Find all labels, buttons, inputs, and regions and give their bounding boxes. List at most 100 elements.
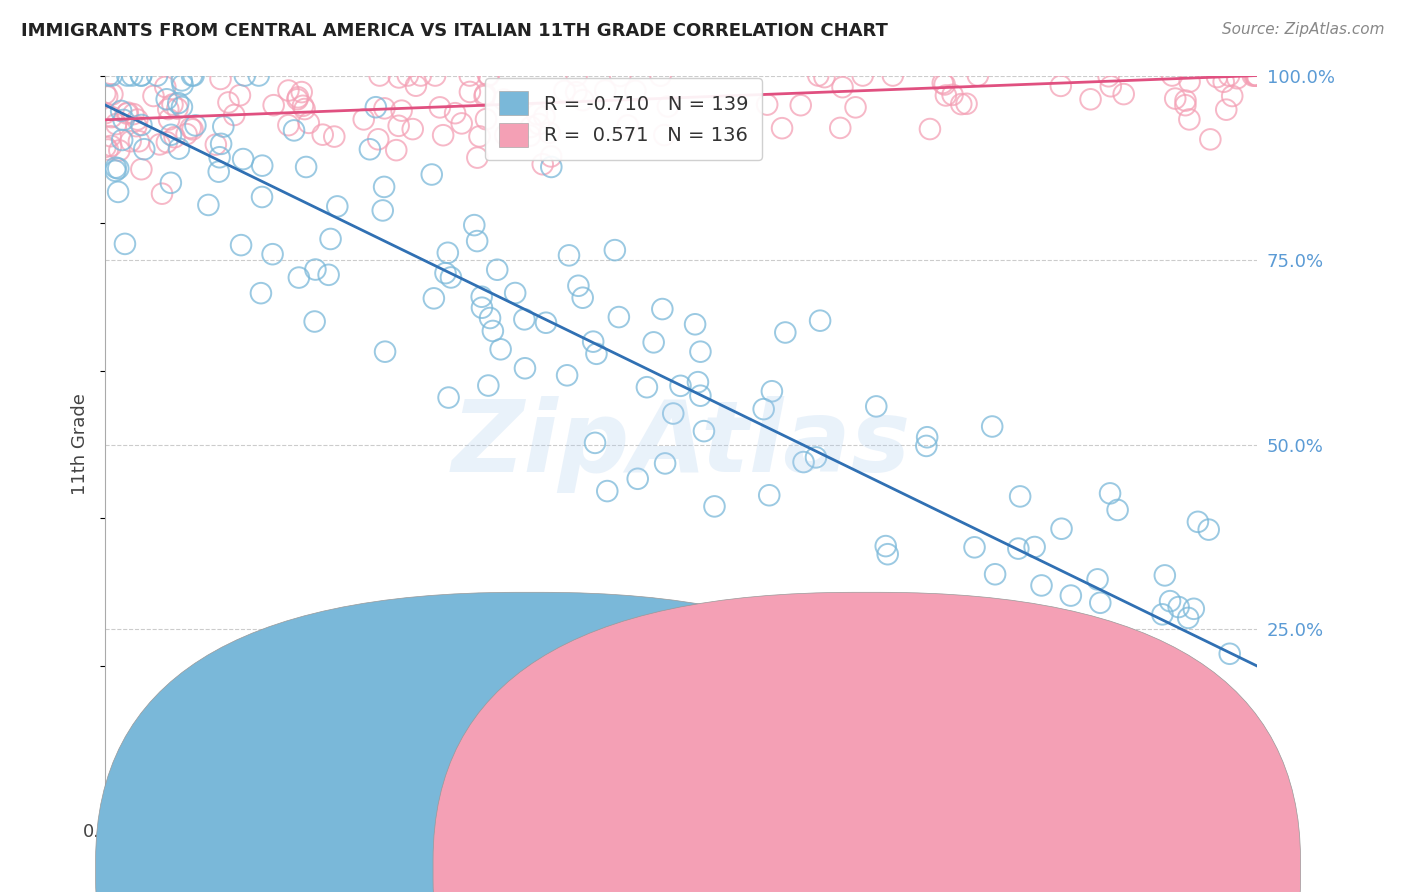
Point	[627, 472, 650, 486]
Point	[693, 424, 716, 438]
Point	[565, 86, 588, 100]
Point	[319, 232, 342, 246]
Point	[157, 112, 180, 127]
Point	[423, 291, 446, 305]
Point	[643, 335, 665, 350]
Point	[1174, 94, 1197, 108]
Point	[160, 176, 183, 190]
Point	[950, 97, 973, 112]
Point	[112, 112, 135, 127]
Point	[115, 106, 138, 120]
Point	[97, 69, 120, 83]
Point	[353, 112, 375, 127]
Point	[287, 92, 309, 106]
Point	[463, 218, 485, 232]
Point	[163, 130, 186, 145]
Point	[224, 108, 246, 122]
Point	[450, 116, 472, 130]
Point	[181, 122, 204, 136]
Point	[603, 243, 626, 257]
Point	[287, 90, 309, 104]
Point	[571, 291, 593, 305]
Point	[813, 70, 835, 84]
Point	[1246, 69, 1268, 83]
Point	[804, 450, 827, 465]
Point	[131, 118, 153, 132]
Point	[229, 238, 252, 252]
Point	[955, 96, 977, 111]
Point	[184, 119, 207, 133]
Point	[519, 128, 541, 143]
Point	[131, 162, 153, 177]
Point	[465, 234, 488, 248]
Point	[1112, 87, 1135, 101]
Point	[131, 69, 153, 83]
Point	[458, 85, 481, 99]
Point	[304, 314, 326, 328]
Point	[935, 88, 957, 103]
Point	[374, 344, 396, 359]
Point	[425, 69, 447, 83]
Point	[146, 69, 169, 83]
Point	[94, 87, 117, 101]
Point	[134, 142, 156, 156]
Point	[458, 69, 481, 83]
Point	[1218, 69, 1240, 83]
Point	[875, 539, 897, 553]
Point	[1206, 70, 1229, 84]
Point	[1050, 522, 1073, 536]
Point	[117, 105, 139, 120]
Point	[1219, 647, 1241, 661]
Point	[1244, 69, 1267, 83]
Point	[183, 69, 205, 83]
Point	[1087, 572, 1109, 586]
Point	[166, 102, 188, 116]
Point	[555, 368, 578, 383]
Point	[1099, 79, 1122, 94]
Point	[865, 400, 887, 414]
Point	[432, 128, 454, 143]
Point	[520, 120, 543, 134]
Point	[277, 83, 299, 97]
Point	[686, 375, 709, 389]
Point	[793, 455, 815, 469]
Point	[636, 380, 658, 394]
Point	[683, 318, 706, 332]
Point	[513, 312, 536, 326]
Point	[984, 567, 1007, 582]
Point	[291, 99, 314, 113]
Point	[527, 117, 550, 131]
Point	[160, 128, 183, 142]
Point	[654, 457, 676, 471]
Point	[180, 120, 202, 135]
Point	[775, 326, 797, 340]
Point	[761, 384, 783, 399]
Point	[204, 137, 226, 152]
Point	[105, 117, 128, 131]
Point	[558, 248, 581, 262]
Point	[486, 262, 509, 277]
Point	[467, 151, 489, 165]
Point	[596, 484, 619, 499]
Point	[1099, 486, 1122, 500]
Point	[233, 69, 256, 83]
Point	[208, 150, 231, 164]
Point	[1187, 515, 1209, 529]
Point	[129, 69, 152, 83]
Point	[482, 324, 505, 338]
Point	[263, 98, 285, 112]
Point	[1049, 78, 1071, 93]
Point	[934, 78, 956, 92]
Point	[830, 120, 852, 135]
Point	[1080, 92, 1102, 106]
Point	[283, 123, 305, 137]
Point	[593, 83, 616, 97]
Point	[1212, 75, 1234, 89]
Point	[162, 97, 184, 112]
Point	[471, 301, 494, 315]
Point	[540, 149, 562, 163]
Point	[567, 278, 589, 293]
Point	[440, 270, 463, 285]
Point	[1152, 607, 1174, 622]
Point	[208, 164, 231, 178]
